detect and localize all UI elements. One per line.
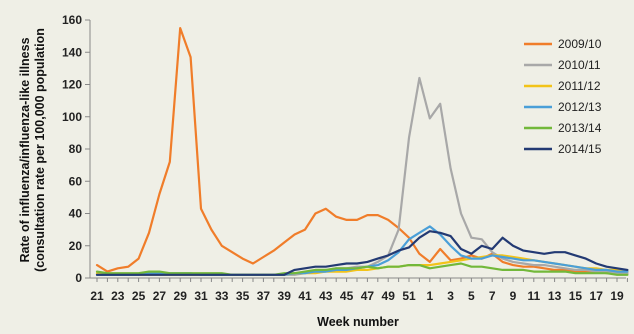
x-tick-label: 35 <box>236 289 250 303</box>
x-axis-ticks: 21 23 25 27 29 31 33 35 37 39 41 43 45 47 49 51 1 3 5 7 9 11 1… <box>90 278 628 303</box>
x-tick-label: 7 <box>489 289 496 303</box>
legend-label: 2014/15 <box>558 142 602 156</box>
x-tick-label: 51 <box>402 289 416 303</box>
x-tick-label: 15 <box>569 289 583 303</box>
x-tick-label: 45 <box>340 289 354 303</box>
x-tick-label: 47 <box>361 289 375 303</box>
y-tick-label: 0 <box>75 271 82 285</box>
x-tick-label: 5 <box>468 289 475 303</box>
x-tick-label: 43 <box>319 289 333 303</box>
x-tick-label: 39 <box>278 289 292 303</box>
y-tick-label: 20 <box>69 239 83 253</box>
legend-label: 2009/10 <box>558 37 602 51</box>
x-axis-title: Week number <box>317 315 399 329</box>
x-tick-label: 11 <box>527 289 540 303</box>
y-tick-label: 60 <box>69 174 83 188</box>
x-tick-label: 49 <box>382 289 396 303</box>
y-axis-title-line-2: (consultation rate per 100,000 populatio… <box>33 28 47 272</box>
legend-label: 2011/12 <box>558 79 601 93</box>
y-tick-label: 100 <box>62 110 82 124</box>
x-tick-label: 37 <box>257 289 271 303</box>
y-tick-label: 140 <box>62 45 82 59</box>
legend-label: 2012/13 <box>558 100 602 114</box>
x-tick-label: 29 <box>174 289 188 303</box>
series-lines <box>95 27 629 276</box>
x-tick-label: 13 <box>548 289 562 303</box>
x-tick-label: 25 <box>132 289 146 303</box>
x-tick-label: 31 <box>194 289 208 303</box>
x-tick-label: 9 <box>510 289 517 303</box>
y-tick-label: 120 <box>62 78 82 92</box>
x-tick-label: 3 <box>447 289 454 303</box>
x-tick-label: 41 <box>298 289 312 303</box>
legend: 2009/10 2010/11 2011/12 2012/13 2013/14 2014/… <box>524 37 602 156</box>
y-tick-label: 80 <box>69 142 83 156</box>
y-axis-ticks: 0 20 40 60 80 100 120 140 160 <box>62 13 90 285</box>
y-tick-label: 160 <box>62 13 82 27</box>
x-tick-label: 21 <box>90 289 104 303</box>
x-tick-label: 23 <box>111 289 125 303</box>
y-axis-title-line-1: Rate of influenza/influenza-like illness <box>18 37 32 262</box>
series-line-2009-10 <box>95 27 629 275</box>
legend-label: 2013/14 <box>558 121 602 135</box>
y-tick-label: 40 <box>69 207 83 221</box>
x-tick-label: 27 <box>153 289 167 303</box>
x-tick-label: 33 <box>215 289 229 303</box>
x-tick-label: 19 <box>610 289 624 303</box>
x-tick-label: 1 <box>426 289 433 303</box>
x-tick-label: 17 <box>590 289 604 303</box>
series-line-2014-15 <box>95 230 629 276</box>
series-line-2013-14 <box>95 262 629 276</box>
legend-label: 2010/11 <box>558 58 601 72</box>
